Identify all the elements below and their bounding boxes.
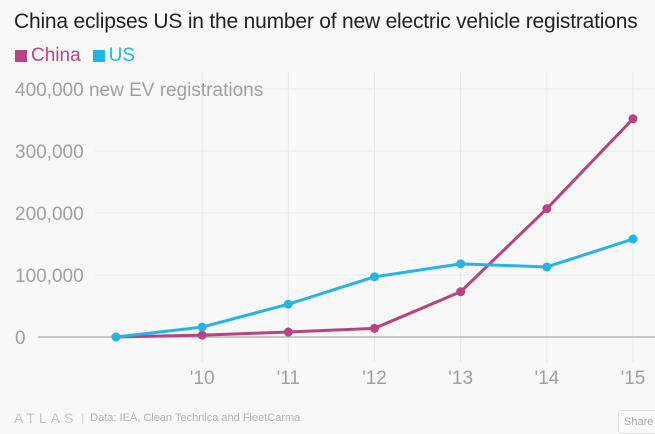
legend-label-china: China: [31, 45, 81, 66]
data-point-us: [197, 322, 207, 332]
y-tick-label: 400,000 new EV registrations: [15, 80, 263, 101]
data-point-china: [283, 327, 293, 337]
data-point-us: [370, 272, 379, 282]
x-tick-label: '14: [534, 368, 559, 389]
data-point-china: [197, 330, 207, 340]
footer: ATLAS | Data: IEA, Clean Technica and Fl…: [14, 410, 300, 426]
legend-item-china: China: [15, 45, 81, 67]
data-point-us: [456, 259, 466, 269]
y-axis-ticks: 0 100,000 200,000 300,000 400,000 new EV reg…: [15, 80, 263, 349]
line-chart: 0 100,000 200,000 300,000 400,000 new EV reg…: [15, 72, 655, 389]
source-note: Data: IEA, Clean Technica and FleetCarma: [90, 412, 301, 424]
atlas-logo[interactable]: ATLAS: [14, 410, 78, 426]
data-point-china: [456, 287, 466, 297]
data-point-us: [111, 332, 121, 342]
x-axis-ticks: '10 '11 '12 '13 '14 '15: [190, 368, 646, 389]
legend: China US: [15, 45, 135, 67]
legend-item-us: US: [92, 45, 136, 67]
x-tick-label: '15: [621, 368, 646, 389]
chart-title: China eclipses US in the number of new e…: [14, 10, 638, 33]
data-point-china: [542, 204, 552, 214]
grid: [38, 72, 655, 362]
data-point-china: [370, 323, 379, 333]
x-tick-label: '11: [277, 368, 300, 389]
series-group: [111, 114, 638, 342]
data-point-us: [283, 299, 293, 309]
data-point-china: [628, 114, 638, 124]
y-tick-label: 300,000: [15, 142, 84, 163]
share-button[interactable]: Share: [618, 410, 655, 434]
legend-swatch-us: [92, 50, 105, 62]
x-tick-label: '13: [448, 368, 473, 389]
data-point-us: [628, 234, 638, 244]
y-tick-label: 200,000: [15, 204, 84, 225]
y-tick-label: 100,000: [15, 266, 84, 287]
data-point-us: [542, 262, 552, 272]
x-tick-label: '12: [362, 368, 387, 389]
footer-separator: |: [81, 412, 85, 424]
legend-swatch-china: [15, 50, 27, 62]
legend-label-us: US: [108, 45, 136, 66]
y-tick-label: 0: [15, 328, 26, 349]
x-tick-label: '10: [190, 368, 215, 389]
